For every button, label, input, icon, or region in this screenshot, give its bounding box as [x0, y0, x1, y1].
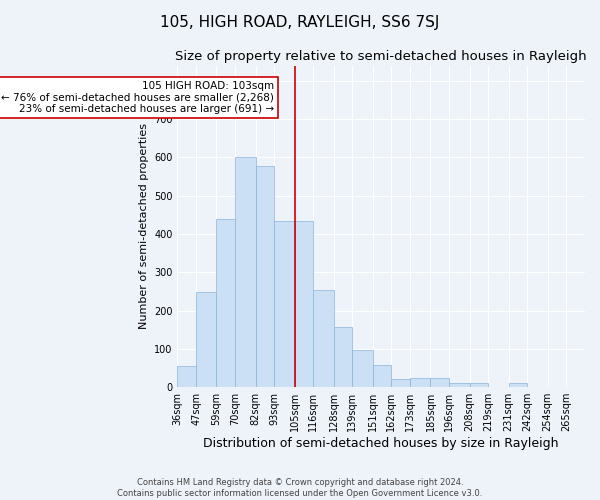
- Bar: [352, 350, 373, 387]
- Bar: [391, 379, 410, 387]
- Bar: [449, 384, 470, 387]
- Text: 105, HIGH ROAD, RAYLEIGH, SS6 7SJ: 105, HIGH ROAD, RAYLEIGH, SS6 7SJ: [160, 15, 440, 30]
- Text: 105 HIGH ROAD: 103sqm
← 76% of semi-detached houses are smaller (2,268)
23% of s: 105 HIGH ROAD: 103sqm ← 76% of semi-deta…: [1, 81, 274, 114]
- Bar: [334, 327, 352, 387]
- Bar: [217, 220, 235, 387]
- Bar: [274, 222, 295, 387]
- Text: Contains HM Land Registry data © Crown copyright and database right 2024.
Contai: Contains HM Land Registry data © Crown c…: [118, 478, 482, 498]
- Y-axis label: Number of semi-detached properties: Number of semi-detached properties: [139, 124, 149, 330]
- Bar: [196, 292, 217, 387]
- X-axis label: Distribution of semi-detached houses by size in Rayleigh: Distribution of semi-detached houses by …: [203, 437, 559, 450]
- Bar: [313, 290, 334, 387]
- Bar: [373, 366, 391, 387]
- Bar: [470, 384, 488, 387]
- Bar: [509, 384, 527, 387]
- Title: Size of property relative to semi-detached houses in Rayleigh: Size of property relative to semi-detach…: [175, 50, 587, 63]
- Bar: [410, 378, 430, 387]
- Bar: [256, 166, 274, 387]
- Bar: [235, 158, 256, 387]
- Bar: [295, 222, 313, 387]
- Bar: [430, 378, 449, 387]
- Bar: [178, 366, 196, 387]
